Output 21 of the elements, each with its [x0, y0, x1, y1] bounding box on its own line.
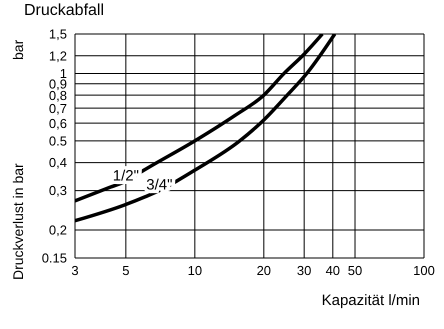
x-tick-label: 40 [326, 263, 340, 278]
x-tick-label: 50 [348, 263, 362, 278]
x-tick-label: 5 [122, 263, 130, 278]
x-tick-label: 10 [188, 263, 202, 278]
y-tick-label: 0,4 [48, 155, 67, 170]
y-tick-label: 0,2 [48, 222, 67, 238]
y-tick-label: 0,7 [48, 100, 67, 116]
y-tick-label: 0,3 [48, 183, 67, 198]
x-tick-label: 20 [256, 263, 272, 278]
chart-title: Druckabfall [24, 2, 104, 20]
y-tick-label: 1,5 [48, 26, 67, 42]
y-tick-label: 0,6 [48, 116, 67, 131]
x-tick-label: 100 [413, 263, 435, 278]
y-tick-label: 1,2 [48, 48, 67, 64]
x-tick-label: 3 [71, 263, 79, 278]
y-axis-title: Druckverlust in bar [10, 163, 26, 280]
y-tick-label: 0.15 [42, 250, 67, 266]
y-tick-label: 0.5 [48, 133, 67, 148]
axis-unit-note: bar [10, 40, 26, 60]
x-axis-title: Kapazität l/min [322, 292, 420, 309]
x-tick-label: 30 [296, 263, 312, 278]
